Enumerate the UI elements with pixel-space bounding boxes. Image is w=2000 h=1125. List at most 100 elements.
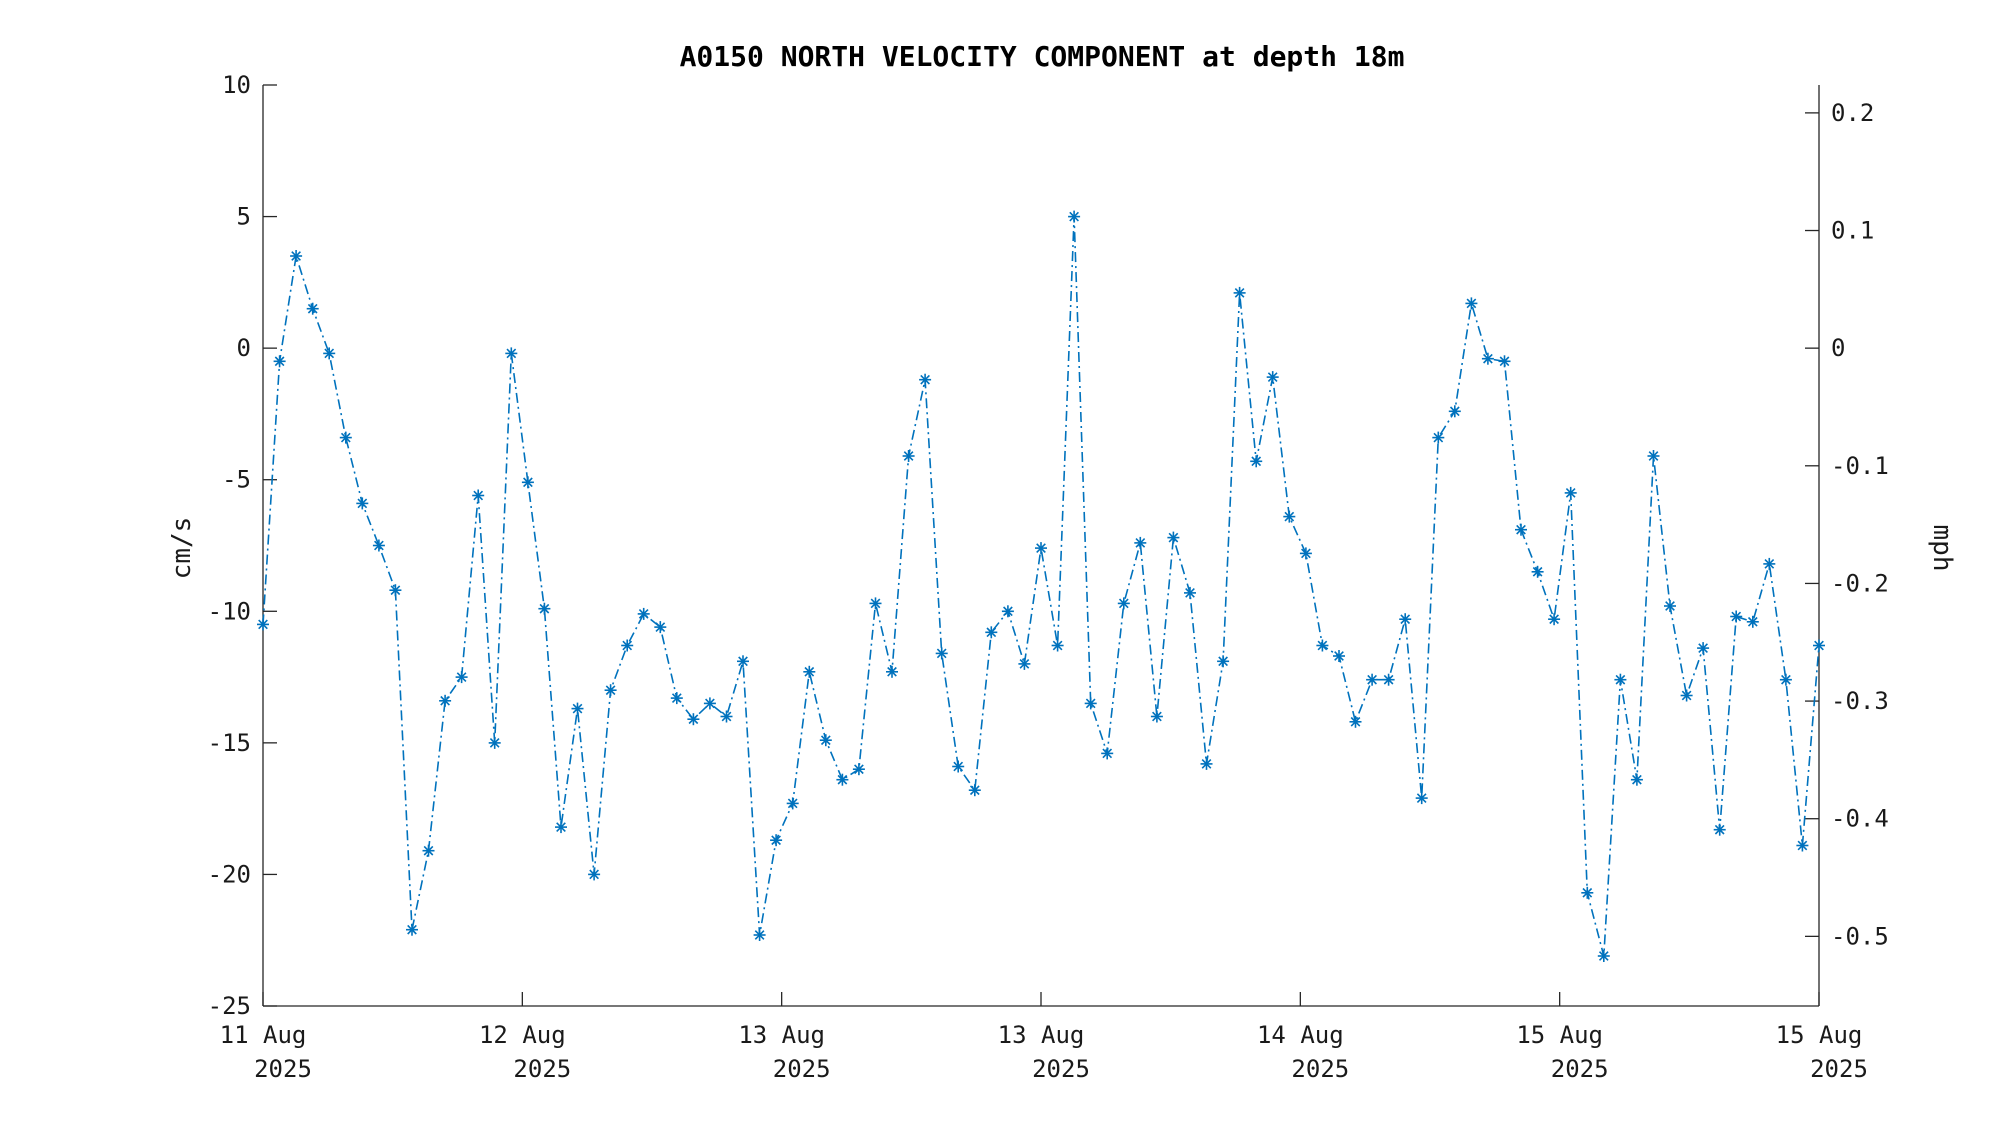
y-tick-label: 5 [237,203,251,231]
data-point-marker [1101,747,1114,760]
x-tick-label-date: 12 Aug [479,1021,566,1049]
data-point-marker [902,450,915,462]
x-tick-label-year: 2025 [1551,1055,1609,1083]
data-point-marker [1481,352,1494,365]
data-point-marker [1448,405,1461,418]
y-tick-label: -5 [222,466,251,494]
data-point-marker [1217,655,1230,668]
data-point-marker [588,868,601,881]
y-tick-label: 10 [222,71,251,99]
data-point-marker [919,373,932,386]
data-point-marker [439,694,452,707]
data-point-marker [720,710,733,723]
data-point-marker [1498,355,1511,368]
data-point-marker [1415,792,1428,805]
x-tick-label-date: 15 Aug [1776,1021,1863,1049]
data-point-marker [803,665,816,678]
data-point-marker [1068,210,1081,223]
data-point-marker [1465,297,1478,310]
data-point-marker [1647,450,1660,462]
data-point-marker [257,618,269,631]
data-point-marker [1001,605,1014,618]
data-point-marker [1680,689,1693,702]
data-point-marker [1614,673,1627,686]
data-point-marker [406,923,418,936]
data-point-marker [604,684,617,697]
y2-tick-label: -0.2 [1831,569,1889,597]
data-point-marker [1763,557,1776,570]
data-point-marker [422,844,435,857]
data-point-marker [770,834,783,847]
y2-tick-label: -0.3 [1831,687,1889,715]
data-point-marker [621,639,634,652]
series-line [262,216,1820,957]
data-point-marker [852,763,865,776]
data-point-marker [869,597,882,610]
data-point-marker [1084,697,1097,710]
x-tick-label-date: 13 Aug [998,1021,1085,1049]
data-point-marker [886,665,898,678]
data-point-marker [1548,613,1561,626]
y2-tick-label: -0.5 [1831,922,1889,950]
data-point-marker [1200,757,1213,770]
x-tick-label-date: 15 Aug [1516,1021,1603,1049]
data-point-marker [323,347,336,360]
y2-tick-label: 0.2 [1831,99,1874,127]
data-point-marker [1150,710,1163,723]
data-point-marker [1117,597,1130,610]
data-point-marker [1035,542,1047,555]
data-point-marker [1432,431,1445,444]
data-point-marker [273,355,286,368]
data-point-marker [455,671,468,684]
data-point-marker [1382,673,1395,686]
data-point-marker [1746,615,1759,628]
series-layer [257,210,1825,962]
data-point-marker [521,476,534,489]
data-point-marker [1713,823,1726,836]
data-point-marker [555,821,567,834]
data-point-marker [389,584,402,597]
data-point-marker [1316,639,1329,652]
data-point-marker [1664,600,1676,612]
x-tick-label-date: 13 Aug [738,1021,825,1049]
y2-tick-label: -0.4 [1831,805,1889,833]
data-point-marker [290,250,303,262]
data-point-marker [670,692,683,705]
data-point-marker [1051,639,1064,652]
data-point-marker [571,702,584,715]
data-point-marker [356,497,369,510]
x-tick-label-year: 2025 [773,1055,831,1083]
data-point-marker [985,626,998,639]
y-axis-label: cm/s [167,517,197,580]
x-tick-label-year: 2025 [254,1055,312,1083]
y-tick-label: -25 [208,992,251,1020]
data-point-marker [339,431,352,444]
data-point-marker [935,647,948,660]
x-tick-label-year: 2025 [1032,1055,1090,1083]
data-point-marker [538,602,551,615]
x-tick-label-year: 2025 [513,1055,571,1083]
data-point-marker [306,302,319,315]
y2-tick-label: 0.1 [1831,217,1874,245]
y-tick-label: -10 [208,597,251,625]
data-point-marker [968,784,981,797]
data-point-marker [1697,642,1710,655]
x-tick-label-year: 2025 [1291,1055,1349,1083]
data-point-marker [472,489,485,502]
data-point-marker [687,713,700,726]
data-point-marker [1283,510,1296,523]
data-point-marker [1399,613,1412,626]
data-point-marker [1349,715,1362,728]
data-point-marker [836,773,849,786]
data-point-marker [737,655,749,668]
data-point-marker [753,929,766,941]
data-point-marker [1796,839,1809,852]
x-tick-label-year: 2025 [1810,1055,1868,1083]
data-point-marker [1299,547,1312,560]
data-point-marker [1333,650,1345,662]
data-point-marker [952,760,965,773]
data-point-marker [703,697,716,710]
y-tick-label: 0 [237,334,251,362]
data-point-marker [1184,586,1196,599]
